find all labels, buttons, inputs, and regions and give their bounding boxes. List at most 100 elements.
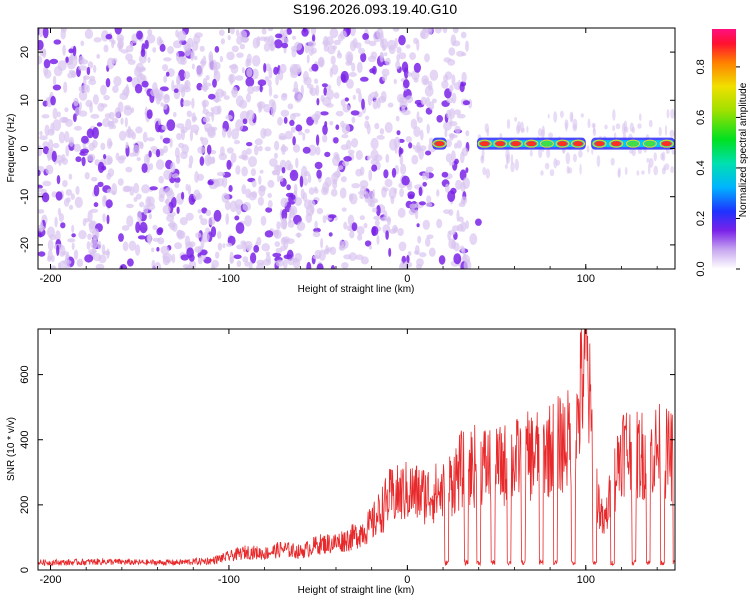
heatmap-cell xyxy=(268,85,273,97)
heatmap-cell xyxy=(174,182,180,189)
heatmap-cell xyxy=(118,37,124,49)
heatmap-cell xyxy=(86,128,94,139)
heatmap-cell xyxy=(299,175,304,188)
heatmap-cell xyxy=(436,218,443,229)
heatmap-cell xyxy=(158,118,162,126)
heatmap-cell xyxy=(73,113,77,122)
heatmap-cell xyxy=(429,69,439,81)
heatmap-cell xyxy=(141,163,148,174)
heatmap-cell xyxy=(74,196,83,208)
heatmap-cell xyxy=(141,80,149,88)
heatmap-cell xyxy=(208,93,216,100)
heatmap-cell xyxy=(212,105,221,115)
heatmap-cell xyxy=(64,131,70,143)
heatmap-cell xyxy=(374,122,380,130)
heatmap-cell xyxy=(322,134,328,143)
heatmap-cell xyxy=(359,180,369,189)
heatmap-cell xyxy=(441,80,449,89)
heatmap-cell xyxy=(214,46,220,53)
heatmap-cell xyxy=(540,170,544,176)
heatmap-cell xyxy=(347,149,355,155)
ridge-peak xyxy=(594,141,605,147)
heatmap-cell xyxy=(420,129,424,141)
heatmap-cell xyxy=(172,40,182,49)
heatmap-cell xyxy=(44,69,52,79)
ridge-peak-halo xyxy=(477,139,492,148)
heatmap-cell xyxy=(241,67,245,74)
heatmap-cell xyxy=(91,248,97,254)
heatmap-cell xyxy=(125,53,133,61)
heatmap-cell xyxy=(314,188,319,194)
heatmap-cell xyxy=(229,28,235,35)
heatmap-cell xyxy=(186,110,192,118)
heatmap-cell xyxy=(445,153,453,163)
snr-x-ticks: -200 -100 0 100 xyxy=(39,329,658,586)
spectrogram-y-tick-label: -10 xyxy=(19,189,31,205)
heatmap-cell xyxy=(156,36,163,47)
heatmap-cell xyxy=(219,55,223,63)
heatmap-cell xyxy=(322,181,330,193)
heatmap-cell xyxy=(267,193,273,198)
heatmap-cell xyxy=(664,125,668,136)
heatmap-cell xyxy=(39,130,43,136)
heatmap-cell xyxy=(244,215,252,227)
heatmap-cell xyxy=(177,30,187,42)
heatmap-cell xyxy=(452,28,459,34)
heatmap-cell xyxy=(438,255,446,265)
heatmap-cell xyxy=(350,110,360,116)
heatmap-cell xyxy=(448,209,454,216)
heatmap-cell xyxy=(72,45,77,57)
heatmap-cell xyxy=(52,142,60,149)
heatmap-cell xyxy=(38,232,43,238)
heatmap-cell xyxy=(120,117,124,125)
heatmap-cell xyxy=(349,193,358,205)
heatmap-cell xyxy=(359,215,365,221)
heatmap-cell xyxy=(256,236,262,246)
heatmap-cell xyxy=(514,158,519,171)
heatmap-cell xyxy=(548,132,553,138)
heatmap-cell xyxy=(335,110,344,117)
snr-y-tick-label: 400 xyxy=(19,431,31,449)
ridge-peak-halo xyxy=(571,139,586,148)
heatmap-cell xyxy=(106,188,113,194)
heatmap-cell xyxy=(47,255,52,262)
heatmap-cell xyxy=(105,199,113,209)
heatmap-cell xyxy=(336,52,343,59)
heatmap-cell xyxy=(661,151,666,162)
heatmap-cell xyxy=(151,247,155,253)
ridge-peak xyxy=(479,141,490,147)
heatmap-cell xyxy=(292,88,299,93)
heatmap-cell xyxy=(251,191,258,198)
heatmap-cell xyxy=(275,259,284,267)
heatmap-cell xyxy=(61,117,69,123)
heatmap-cell xyxy=(199,214,203,220)
heatmap-cell xyxy=(295,124,303,132)
heatmap-cell xyxy=(250,168,256,177)
heatmap-cell xyxy=(97,240,102,250)
heatmap-cell xyxy=(306,54,310,64)
heatmap-cell xyxy=(236,260,242,267)
heatmap-cell xyxy=(60,28,67,33)
heatmap-cell xyxy=(106,57,115,70)
heatmap-cell xyxy=(405,44,411,49)
heatmap-cell xyxy=(201,99,209,108)
heatmap-cell xyxy=(419,145,427,152)
heatmap-cell xyxy=(92,126,99,139)
heatmap-cell xyxy=(162,253,166,260)
heatmap-cell xyxy=(268,99,276,107)
heatmap-cell xyxy=(348,252,357,261)
heatmap-cell xyxy=(39,49,46,57)
heatmap-cell xyxy=(228,73,236,83)
heatmap-cell xyxy=(190,49,195,59)
heatmap-cell xyxy=(387,102,394,108)
heatmap-cell xyxy=(52,75,57,86)
heatmap-cell xyxy=(221,192,230,203)
heatmap-cell xyxy=(82,218,87,227)
heatmap-cell xyxy=(191,97,195,109)
heatmap-cell xyxy=(216,171,226,177)
heatmap-cell xyxy=(618,167,621,178)
heatmap-cell xyxy=(242,256,249,263)
heatmap-cell xyxy=(111,190,117,195)
heatmap-cell xyxy=(64,107,69,113)
heatmap-cell xyxy=(208,51,214,63)
